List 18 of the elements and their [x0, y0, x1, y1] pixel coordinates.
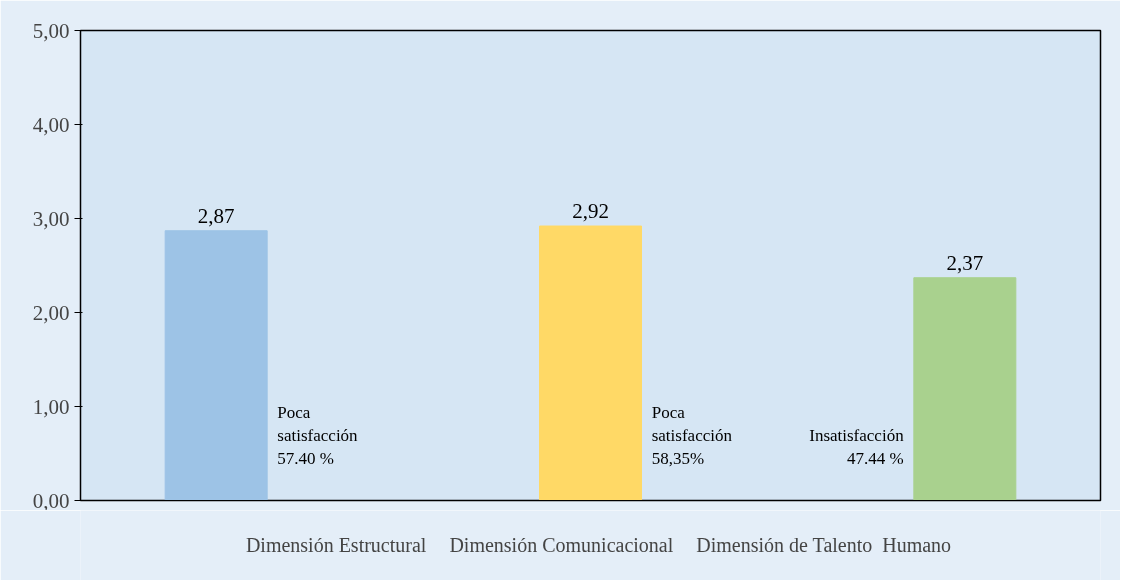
bar [164, 230, 268, 501]
text: Dimensión Comunicacional [449, 533, 674, 557]
y-tick-label: 0,00 [32, 488, 70, 513]
data-label: 2,92 [572, 199, 609, 224]
y-tick-label: 4,00 [32, 112, 70, 137]
y-tick-label: 3,00 [32, 206, 70, 231]
annotation: Poca satisfacción 58,35% [651, 403, 733, 468]
annotation: Poca satisfacción 57.40 % [277, 403, 359, 468]
annotation: Insatisfacción 47.44 % [809, 425, 905, 468]
bar [913, 277, 1017, 501]
series-label: Dimensión Estructural [245, 533, 427, 557]
data-label: 2,37 [946, 250, 984, 275]
data-label: 2,87 [197, 203, 235, 228]
bar [539, 225, 642, 501]
y-tick-label: 2,00 [32, 300, 70, 325]
y-tick-label: 5,00 [32, 18, 70, 43]
series-label: Dimensión de Talento Humano [696, 533, 952, 557]
y-tick-label: 1,00 [32, 394, 70, 419]
